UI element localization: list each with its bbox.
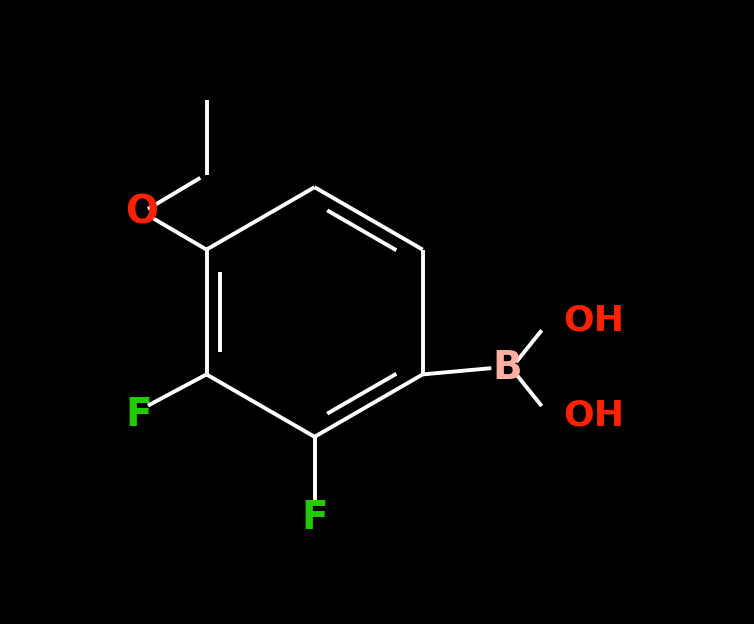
Text: B: B <box>492 349 522 387</box>
Text: F: F <box>125 396 152 434</box>
Text: OH: OH <box>563 304 624 338</box>
Text: OH: OH <box>563 398 624 432</box>
Text: F: F <box>302 499 328 537</box>
Text: O: O <box>125 193 158 231</box>
